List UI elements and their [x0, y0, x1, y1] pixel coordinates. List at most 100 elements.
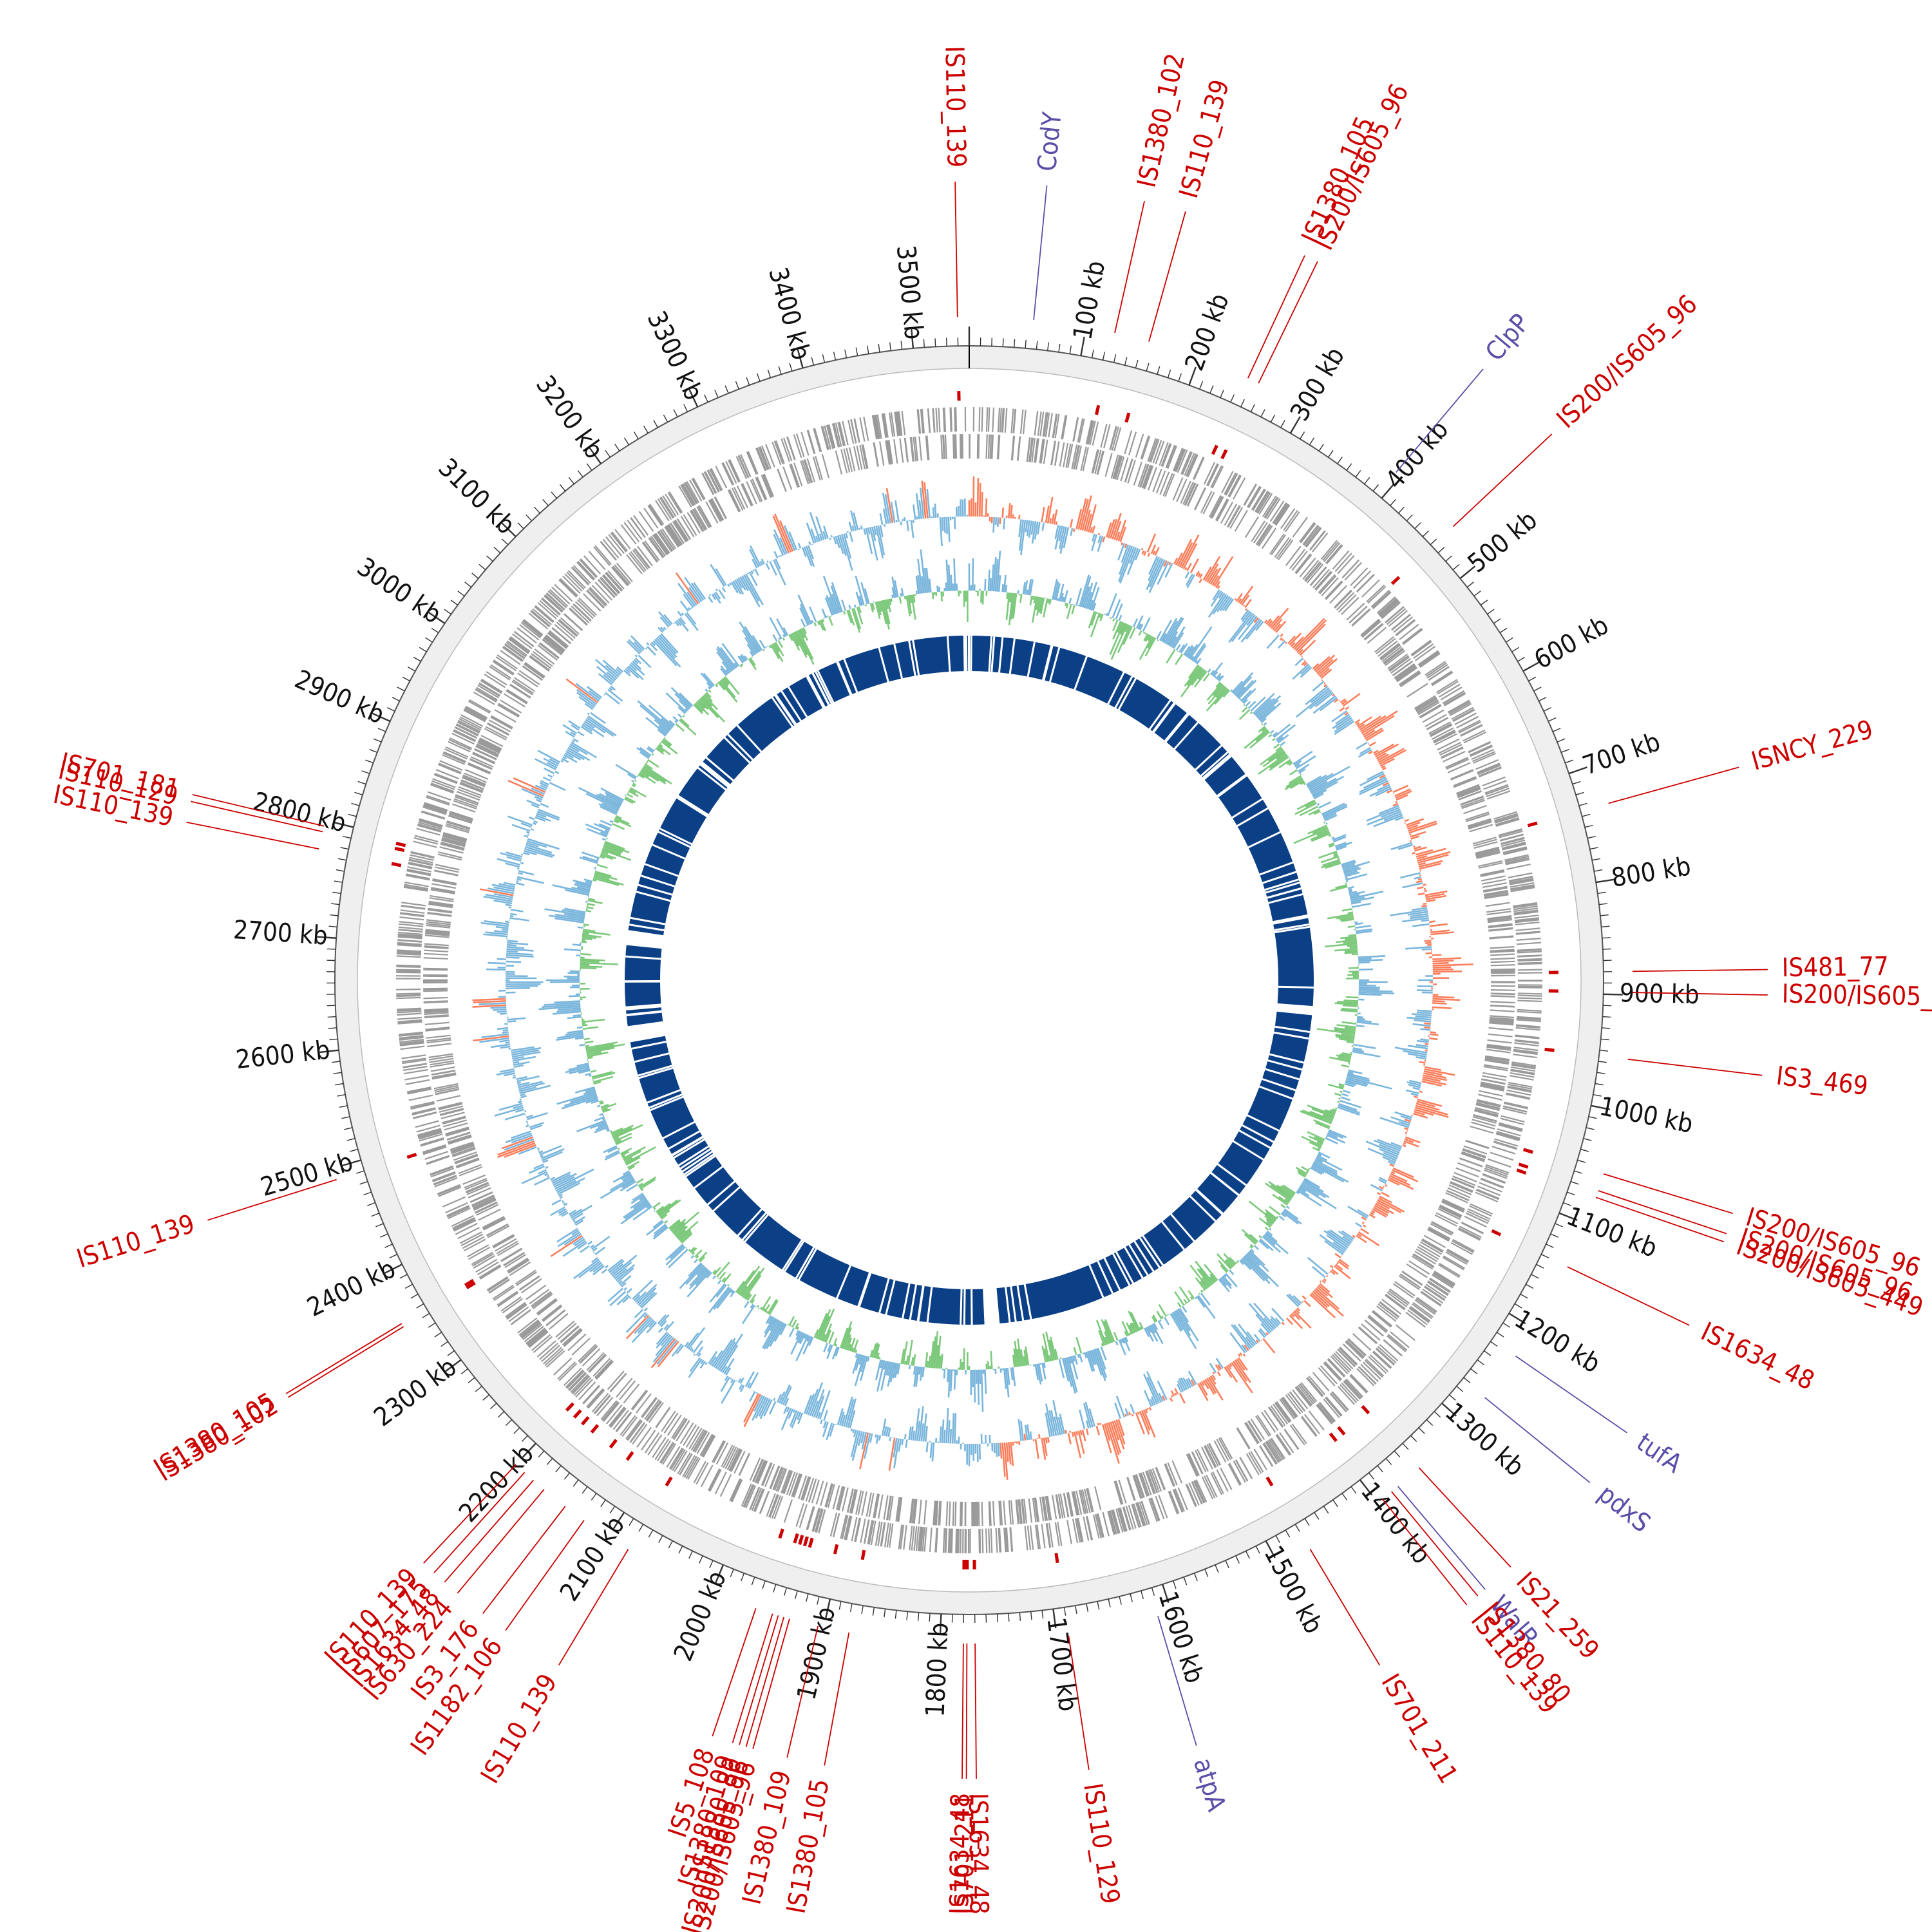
- core-genome-wide-gap: [626, 1022, 667, 1043]
- tick-label: 3100 kb: [433, 453, 521, 540]
- minor-tick: [402, 676, 410, 682]
- minor-tick: [546, 1458, 553, 1465]
- minor-tick: [638, 1524, 644, 1532]
- minor-tick: [1124, 357, 1128, 366]
- minor-tick: [447, 1350, 455, 1356]
- minor-tick: [1030, 1611, 1032, 1620]
- tick-label: 100 kb: [1068, 258, 1111, 342]
- is-element-label: IS1634_48: [1696, 1317, 1819, 1396]
- minor-tick: [1270, 414, 1276, 422]
- feature-leader-line: [1632, 992, 1768, 996]
- major-tick: [1522, 661, 1540, 672]
- is-element-label: IS110_129: [1077, 1781, 1125, 1906]
- tick-label: 2400 kb: [303, 1254, 401, 1323]
- minor-tick: [1220, 390, 1224, 398]
- minor-tick: [678, 1546, 683, 1554]
- gene-label: pdxS: [1593, 1479, 1656, 1539]
- minor-tick: [564, 1472, 571, 1480]
- is-element-label: IS3_469: [1775, 1061, 1870, 1102]
- minor-tick: [889, 342, 891, 351]
- major-tick: [1568, 766, 1587, 775]
- feature-leader-line: [1632, 969, 1768, 972]
- minor-tick: [542, 498, 549, 506]
- minor-tick: [1410, 1435, 1417, 1442]
- minor-tick: [923, 339, 925, 348]
- minor-tick: [778, 366, 782, 375]
- is-element-mark: [808, 1537, 814, 1548]
- tick-label: 3300 kb: [641, 307, 708, 404]
- feature-leader-line: [482, 1506, 566, 1615]
- minor-tick: [817, 1596, 820, 1605]
- minor-tick: [773, 1584, 777, 1593]
- minor-tick: [867, 345, 869, 354]
- minor-tick: [929, 1613, 931, 1622]
- feature-leader-line: [1309, 1549, 1381, 1666]
- tick-label: 1700 kb: [1041, 1616, 1083, 1713]
- major-tick: [1591, 1104, 1611, 1110]
- major-tick: [319, 1049, 339, 1054]
- minor-tick: [1204, 1569, 1209, 1577]
- minor-tick: [1561, 749, 1569, 753]
- minor-tick: [354, 791, 363, 795]
- minor-tick: [1119, 1596, 1122, 1605]
- minor-tick: [1595, 1083, 1604, 1086]
- minor-tick: [339, 1105, 348, 1108]
- minor-tick: [355, 1170, 365, 1174]
- minor-tick: [1480, 600, 1488, 606]
- minor-tick: [609, 1506, 616, 1514]
- feature-leader-line: [1157, 1616, 1197, 1747]
- minor-tick: [767, 369, 772, 378]
- minor-tick: [1350, 1486, 1357, 1494]
- minor-tick: [1434, 1411, 1441, 1418]
- minor-tick: [501, 538, 509, 545]
- major-tick: [1459, 565, 1476, 580]
- minor-tick: [735, 381, 739, 390]
- minor-tick: [1355, 470, 1361, 478]
- minor-tick: [1364, 477, 1370, 484]
- minor-tick: [1377, 1465, 1383, 1473]
- minor-tick: [1520, 1293, 1528, 1299]
- tick-label: 800 kb: [1609, 851, 1692, 893]
- is-element-mark: [391, 862, 402, 867]
- minor-tick: [1135, 359, 1139, 368]
- gene-label: ClpP: [1480, 308, 1536, 367]
- is-element-mark: [609, 1439, 618, 1449]
- minor-tick: [343, 836, 352, 839]
- minor-tick: [1390, 498, 1396, 506]
- major-tick: [1188, 366, 1197, 386]
- minor-tick: [1597, 891, 1606, 894]
- feature-leader-line: [961, 1643, 964, 1779]
- tick-label: 1200 kb: [1510, 1304, 1605, 1379]
- is-element-mark: [1211, 444, 1218, 455]
- minor-tick: [419, 647, 427, 652]
- major-tick: [1381, 483, 1395, 499]
- major-tick: [911, 328, 914, 349]
- major-tick: [1508, 1312, 1526, 1325]
- minor-tick: [1567, 1191, 1575, 1196]
- minor-tick: [1275, 1535, 1280, 1544]
- minor-tick: [1598, 1061, 1607, 1063]
- minor-tick: [397, 687, 405, 692]
- minor-tick: [330, 914, 339, 916]
- minor-tick: [497, 1411, 505, 1418]
- minor-tick: [844, 349, 848, 358]
- minor-tick: [434, 1332, 442, 1338]
- minor-tick: [1540, 1254, 1549, 1258]
- minor-tick: [1499, 627, 1508, 634]
- feature-leader-line: [1603, 1173, 1734, 1215]
- minor-tick: [1572, 781, 1581, 785]
- feature-leader-line: [752, 1618, 790, 1749]
- is-element-mark: [1329, 1432, 1338, 1443]
- minor-tick: [1511, 647, 1520, 652]
- is-element-mark: [1054, 1553, 1059, 1564]
- minor-tick: [1025, 339, 1027, 348]
- minor-tick: [1593, 1094, 1602, 1097]
- minor-tick: [1603, 1005, 1612, 1007]
- minor-tick: [1394, 1450, 1401, 1458]
- minor-tick: [1323, 1506, 1329, 1514]
- minor-tick: [663, 414, 668, 422]
- minor-tick: [371, 1213, 380, 1217]
- core-genome-ring: [625, 636, 1314, 1325]
- minor-tick: [614, 444, 620, 451]
- is-element-label: IS481_77: [1782, 952, 1889, 983]
